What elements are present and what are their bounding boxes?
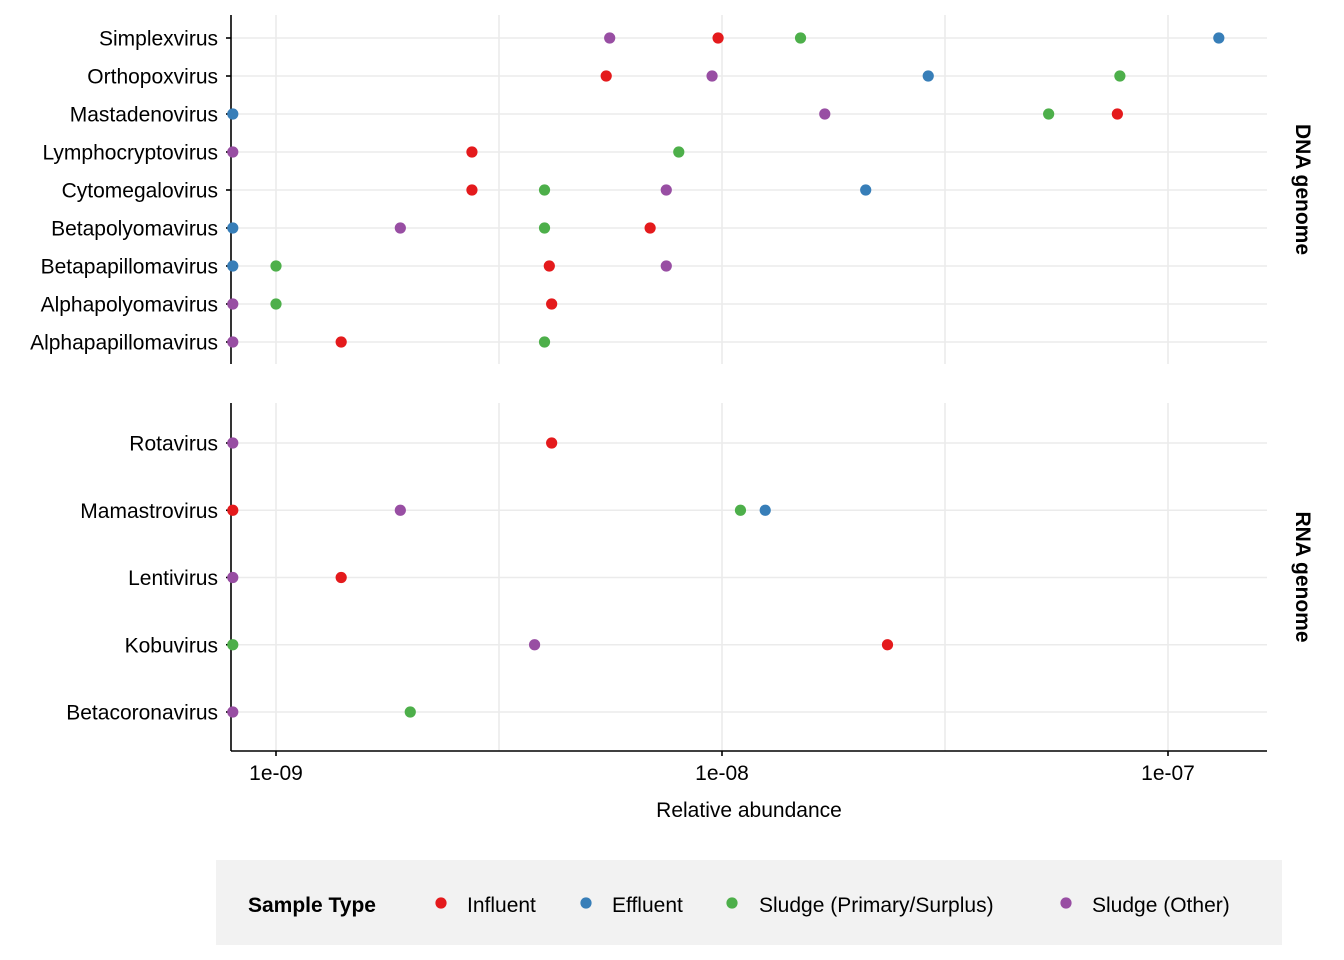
strip-dna-genome: DNA genome [1291,124,1314,255]
point-betapolyomavirus-effluent [227,222,239,234]
point-orthopoxvirus-influent [600,70,612,82]
point-lentivirus-sludge-other [227,571,239,584]
legend-label-effluent: Effluent [612,894,683,917]
point-cytomegalovirus-sludge-primary-surplus [538,184,551,196]
legend: Sample Type Influent Effluent Sludge (Prim… [216,860,1282,945]
gridlines [231,15,1267,751]
legend-swatch-sludge-other [1060,897,1072,909]
data-points [227,32,1225,718]
y-label-betacoronavirus: Betacoronavirus [66,702,218,725]
point-orthopoxvirus-effluent [922,70,934,82]
point-betapapillomavirus-sludge-primary-surplus [270,260,282,272]
point-mamastrovirus-effluent [759,504,771,516]
y-label-mastadenovirus: Mastadenovirus [70,104,218,127]
point-cytomegalovirus-sludge-other [660,184,672,196]
legend-item-sludge-primary-surplus: Sludge (Primary/Surplus) [726,894,994,917]
y-label-cytomegalovirus: Cytomegalovirus [62,180,218,203]
legend-swatch-influent [435,897,447,909]
category-labels: Simplexvirus Orthopoxvirus Mastadenovirus L… [30,28,218,725]
y-label-orthopoxvirus: Orthopoxvirus [87,66,218,89]
point-simplexvirus-effluent [1213,32,1225,44]
x-tick-label-1e-08: 1e-08 [695,762,749,785]
y-label-alphapolyomavirus: Alphapolyomavirus [41,294,218,317]
legend-swatch-sludge-primary-surplus [726,897,738,909]
point-simplexvirus-sludge-other [604,32,616,44]
legend-items: Influent Effluent Sludge (Primary/Surplus)… [435,894,1230,917]
point-mamastrovirus-sludge-other [394,504,406,516]
point-alphapolyomavirus-sludge-primary-surplus [270,298,282,310]
point-betapapillomavirus-sludge-other [660,260,672,272]
point-kobuvirus-sludge-other [528,639,541,651]
point-mastadenovirus-sludge-other [819,108,831,120]
facet-strips: DNA genome RNA genome [1291,124,1314,643]
legend-title: Sample Type [248,894,376,917]
point-lentivirus-influent [335,571,347,584]
point-cytomegalovirus-influent [466,184,478,196]
point-betacoronavirus-sludge-other [227,706,239,718]
y-label-lentivirus: Lentivirus [128,567,218,590]
point-betapolyomavirus-sludge-primary-surplus [538,222,551,234]
point-kobuvirus-influent [881,639,894,651]
y-label-kobuvirus: Kobuvirus [125,634,218,657]
point-mastadenovirus-effluent [227,108,239,120]
point-simplexvirus-influent [712,32,724,44]
point-lymphocryptovirus-sludge-other [227,146,239,158]
y-label-simplexvirus: Simplexvirus [99,28,218,51]
x-tick-label-1e-07: 1e-07 [1141,762,1195,785]
legend-item-influent: Influent [435,894,536,917]
point-betapapillomavirus-effluent [227,260,239,272]
point-alphapapillomavirus-sludge-primary-surplus [538,336,551,348]
point-mamastrovirus-influent [227,504,239,516]
legend-background [216,860,1282,945]
strip-rna-genome: RNA genome [1291,511,1314,642]
point-betapapillomavirus-influent [543,260,555,272]
point-lymphocryptovirus-influent [466,146,478,158]
legend-item-sludge-other: Sludge (Other) [1060,894,1230,917]
point-rotavirus-influent [546,437,558,449]
point-kobuvirus-sludge-primary-surplus [227,639,239,651]
point-mastadenovirus-sludge-primary-surplus [1043,108,1055,120]
y-label-betapapillomavirus: Betapapillomavirus [41,256,218,279]
y-label-lymphocryptovirus: Lymphocryptovirus [43,142,218,165]
point-alphapapillomavirus-influent [335,336,347,348]
point-betacoronavirus-sludge-primary-surplus [404,706,416,718]
point-mastadenovirus-influent [1111,108,1123,120]
y-label-alphapapillomavirus: Alphapapillomavirus [30,332,218,355]
point-alphapolyomavirus-influent [546,298,558,310]
legend-label-sludge-other: Sludge (Other) [1092,894,1230,917]
point-alphapapillomavirus-sludge-other [227,336,239,348]
y-label-betapolyomavirus: Betapolyomavirus [51,218,218,241]
point-rotavirus-sludge-other [227,437,239,449]
point-mamastrovirus-sludge-primary-surplus [734,504,747,516]
x-axis-title: Relative abundance [656,799,842,822]
point-betapolyomavirus-influent [644,222,656,234]
legend-item-effluent: Effluent [580,894,683,917]
point-cytomegalovirus-effluent [860,184,872,196]
point-orthopoxvirus-sludge-primary-surplus [1114,70,1126,82]
y-label-mamastrovirus: Mamastrovirus [80,500,218,523]
point-orthopoxvirus-sludge-other [706,70,718,82]
point-alphapolyomavirus-sludge-other [227,298,239,310]
legend-label-influent: Influent [467,894,536,917]
point-simplexvirus-sludge-primary-surplus [794,32,807,44]
y-label-rotavirus: Rotavirus [129,433,218,456]
point-lymphocryptovirus-sludge-primary-surplus [673,146,685,158]
point-betapolyomavirus-sludge-other [394,222,406,234]
legend-label-sludge-primary-surplus: Sludge (Primary/Surplus) [759,894,994,917]
legend-swatch-effluent [580,897,592,909]
x-tick-labels: 1e-09 1e-08 1e-07 [249,762,1195,785]
x-tick-label-1e-09: 1e-09 [249,762,303,785]
